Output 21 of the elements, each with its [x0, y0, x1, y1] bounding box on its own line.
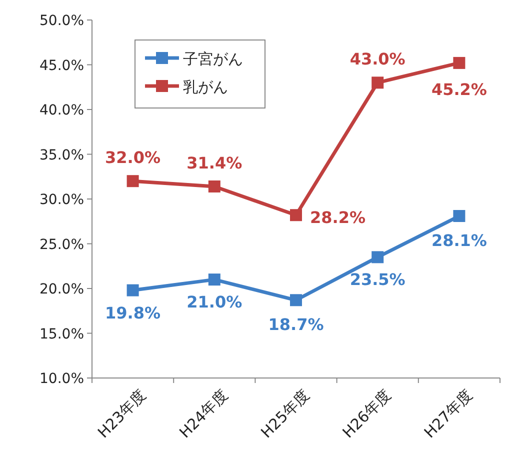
data-label: 45.2%: [431, 80, 487, 99]
data-label: 28.2%: [310, 208, 366, 228]
y-tick-label: 50.0%: [40, 13, 84, 29]
data-label: 19.8%: [105, 303, 161, 322]
legend-label: 子宮がん: [183, 50, 243, 68]
legend-label: 乳がん: [183, 78, 228, 96]
y-tick-label: 25.0%: [40, 236, 84, 253]
y-tick-label: 35.0%: [40, 147, 84, 164]
data-label: 28.1%: [431, 231, 487, 250]
data-label: 18.7%: [268, 315, 324, 334]
y-tick-label: 30.0%: [40, 192, 84, 208]
y-tick-label: 10.0%: [40, 371, 84, 387]
data-label: 31.4%: [186, 153, 242, 172]
data-label: 21.0%: [186, 292, 242, 312]
data-label: 32.0%: [105, 148, 161, 168]
y-tick-label: 40.0%: [40, 102, 84, 118]
data-label: 43.0%: [350, 50, 406, 69]
y-tick-label: 45.0%: [40, 58, 84, 74]
data-label: 23.5%: [350, 270, 406, 290]
y-tick-label: 20.0%: [40, 282, 84, 298]
y-tick-label: 15.0%: [40, 326, 84, 342]
